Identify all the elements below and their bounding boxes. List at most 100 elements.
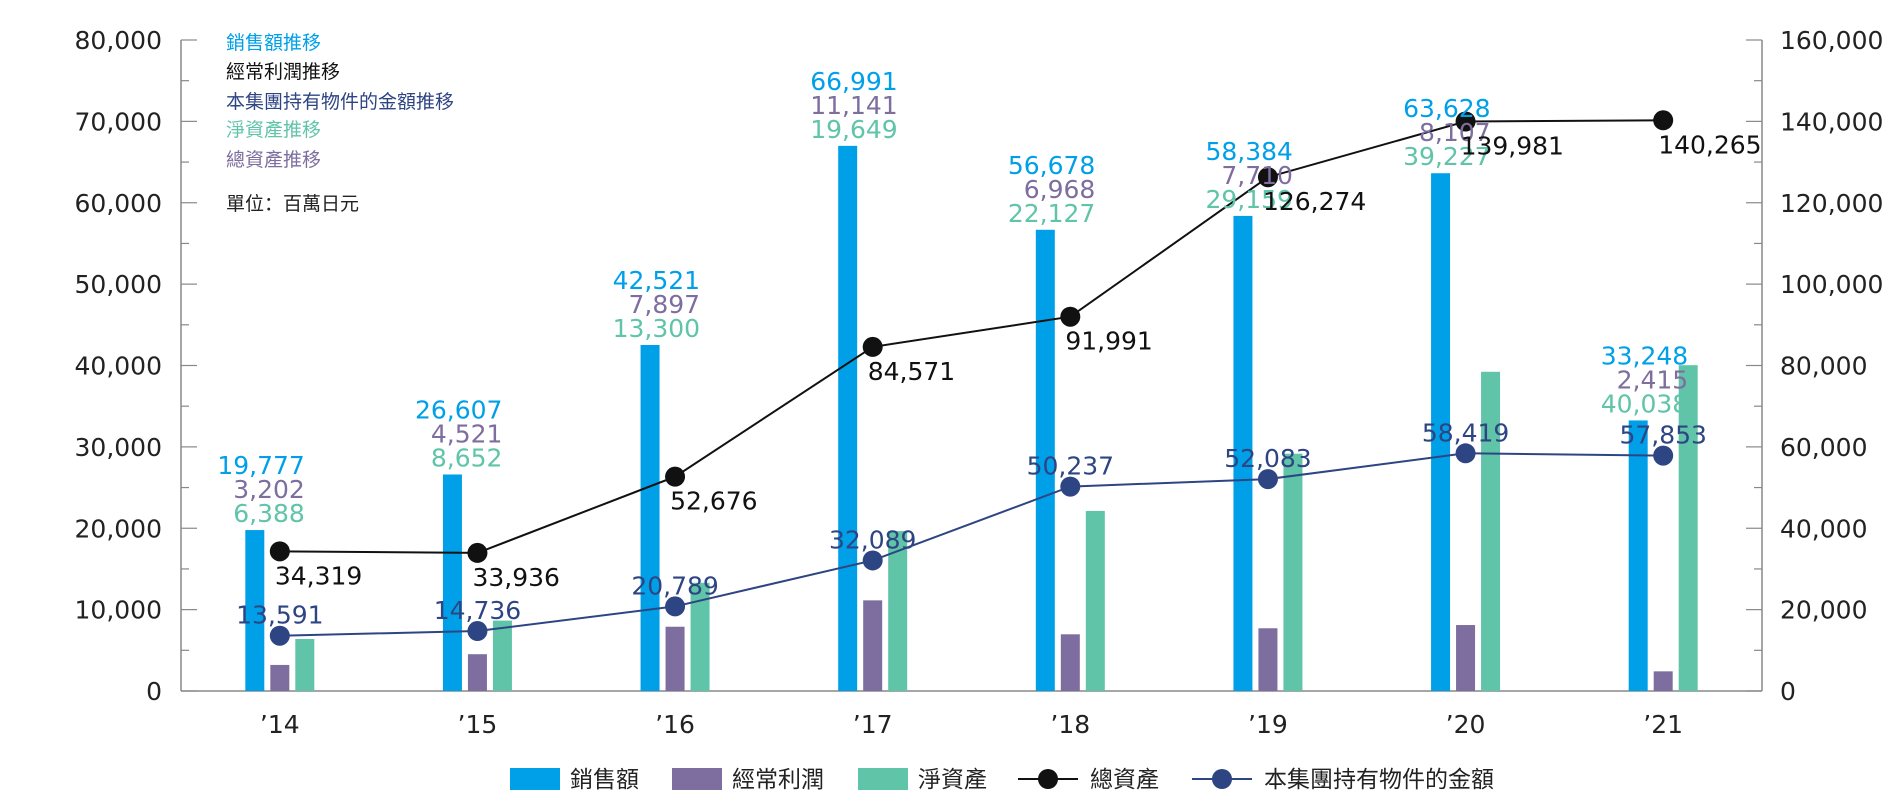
label-total-assets: 140,265 xyxy=(1658,130,1761,159)
label-sales: 26,607 xyxy=(415,395,502,424)
bar-profit xyxy=(863,600,883,691)
bar-sales xyxy=(245,530,265,691)
x-tick-label: ’16 xyxy=(655,710,695,739)
bar-net-assets xyxy=(492,620,512,691)
label-sales: 33,248 xyxy=(1601,341,1688,370)
y-left-tick-label: 50,000 xyxy=(75,270,162,299)
bar-series xyxy=(245,145,1698,692)
y-right-tick-label: 120,000 xyxy=(1780,189,1883,218)
label-sales: 66,991 xyxy=(810,67,897,96)
y-right-tick-label: 140,000 xyxy=(1780,107,1883,136)
y-left-tick-label: 70,000 xyxy=(75,107,162,136)
y-right-tick-label: 100,000 xyxy=(1780,270,1883,299)
point-group-assets xyxy=(1455,443,1476,464)
point-group-assets xyxy=(1257,469,1278,490)
bar-sales xyxy=(1035,229,1055,691)
y-right-tick-label: 60,000 xyxy=(1780,433,1867,462)
note-group-assets: 本集團持有物件的金額推移 xyxy=(226,91,454,113)
label-net-assets: 13,300 xyxy=(613,314,700,343)
note-total-assets: 總資產推移 xyxy=(226,149,321,171)
legend: 銷售額 經常利潤 淨資產 總資產 本集團持有物件的金額 xyxy=(510,767,1494,793)
label-sales: 42,521 xyxy=(613,266,700,295)
point-total-assets xyxy=(269,541,290,562)
label-profit: 8,107 xyxy=(1419,118,1491,147)
point-group-assets xyxy=(665,596,686,617)
label-total-assets: 34,319 xyxy=(275,561,362,590)
y-right-tick-label: 40,000 xyxy=(1780,514,1867,543)
label-sales: 19,777 xyxy=(217,451,304,480)
x-tick-label: ’14 xyxy=(260,710,300,739)
label-net-assets: 8,652 xyxy=(431,443,503,472)
bar-profit xyxy=(665,626,685,691)
bar-sales xyxy=(442,474,462,691)
label-profit: 2,415 xyxy=(1617,365,1689,394)
data-labels: 19,7773,2026,38826,6074,5218,65242,5217,… xyxy=(217,67,1761,630)
label-total-assets: 139,981 xyxy=(1461,131,1564,160)
label-sales: 58,384 xyxy=(1205,137,1292,166)
point-group-assets xyxy=(1060,476,1081,497)
label-group-assets: 14,736 xyxy=(434,596,521,625)
label-sales: 56,678 xyxy=(1008,151,1095,180)
label-sales: 63,628 xyxy=(1403,94,1490,123)
line-series xyxy=(269,110,1674,646)
label-net-assets: 29,159 xyxy=(1205,185,1292,214)
note-profit: 經常利潤推移 xyxy=(226,61,340,83)
point-total-assets xyxy=(1653,110,1674,131)
label-group-assets: 20,789 xyxy=(631,571,718,600)
label-total-assets: 126,274 xyxy=(1263,187,1366,216)
x-tick-label: ’15 xyxy=(458,710,498,739)
label-profit: 3,202 xyxy=(233,475,305,504)
y-left-tick-label: 0 xyxy=(146,677,162,706)
legend-label-group-assets: 本集團持有物件的金額 xyxy=(1264,767,1494,793)
label-profit: 7,710 xyxy=(1221,161,1293,190)
x-tick-label: ’18 xyxy=(1050,710,1090,739)
point-total-assets xyxy=(1060,306,1081,327)
y-left-tick-label: 30,000 xyxy=(75,433,162,462)
legend-label-profit: 經常利潤 xyxy=(732,767,824,793)
bar-profit xyxy=(1653,671,1673,691)
label-total-assets: 52,676 xyxy=(670,487,757,516)
x-tick-label: ’20 xyxy=(1446,710,1486,739)
label-group-assets: 52,083 xyxy=(1224,444,1311,473)
bar-profit xyxy=(1258,628,1278,691)
series-notes: 銷售額推移 經常利潤推移 本集團持有物件的金額推移 淨資產推移 總資產推移 單位… xyxy=(226,32,454,215)
label-net-assets: 39,227 xyxy=(1403,142,1490,171)
x-tick-label: ’19 xyxy=(1248,710,1288,739)
y-left-tick-label: 80,000 xyxy=(75,26,162,55)
bar-net-assets xyxy=(1085,510,1105,691)
label-net-assets: 6,388 xyxy=(233,499,305,528)
point-total-assets xyxy=(467,542,488,563)
label-total-assets: 84,571 xyxy=(868,357,955,386)
line-total-assets xyxy=(279,119,1664,554)
point-group-assets xyxy=(1653,445,1674,466)
y-right-tick-label: 80,000 xyxy=(1780,352,1867,381)
bar-sales xyxy=(1431,173,1451,691)
y-left-tick-label: 60,000 xyxy=(75,189,162,218)
x-tick-label: ’17 xyxy=(853,710,893,739)
y-left-tick-label: 20,000 xyxy=(75,514,162,543)
label-net-assets: 40,038 xyxy=(1601,389,1688,418)
bar-sales xyxy=(1628,420,1648,691)
bar-profit xyxy=(1456,625,1476,691)
legend-label-net-assets: 淨資產 xyxy=(918,767,987,793)
bar-sales xyxy=(640,344,660,691)
bar-net-assets xyxy=(1481,371,1501,691)
point-total-assets xyxy=(1455,111,1476,132)
chart-axes: 0 10,000 20,000 30,000 40,000 50,000 60,000 70,… xyxy=(75,26,1884,739)
bar-net-assets xyxy=(1678,365,1698,691)
legend-swatch-profit xyxy=(672,768,722,790)
bar-net-assets xyxy=(888,531,908,691)
label-group-assets: 58,419 xyxy=(1422,418,1509,447)
label-net-assets: 19,649 xyxy=(810,115,897,144)
label-profit: 6,968 xyxy=(1024,175,1096,204)
label-profit: 11,141 xyxy=(810,91,897,120)
legend-label-total-assets: 總資產 xyxy=(1090,767,1159,793)
bar-net-assets xyxy=(1283,453,1303,691)
label-group-assets: 13,591 xyxy=(236,601,323,630)
bar-sales xyxy=(1233,215,1253,691)
label-group-assets: 50,237 xyxy=(1027,452,1114,481)
x-tick-label: ’21 xyxy=(1643,710,1683,739)
note-unit: 單位：百萬日元 xyxy=(226,193,359,215)
legend-swatch-sales xyxy=(510,768,560,790)
